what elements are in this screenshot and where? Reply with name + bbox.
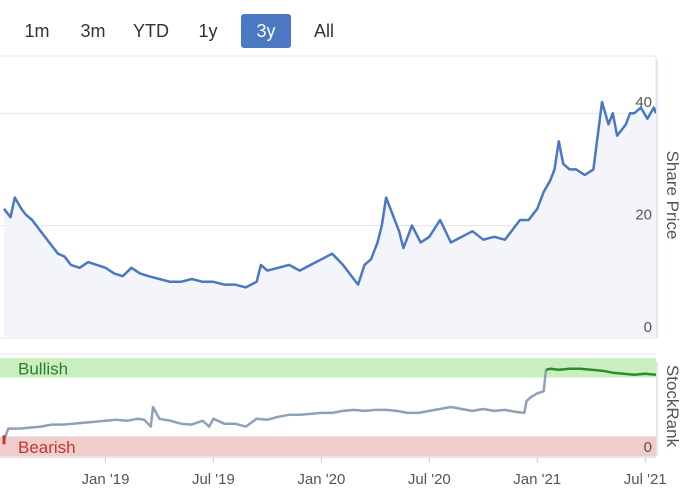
price-tick-label: 40 xyxy=(635,94,652,111)
range-3m-button[interactable]: 3m xyxy=(80,21,106,41)
range-all-button[interactable]: All xyxy=(313,21,334,41)
range-1y-button[interactable]: 1y xyxy=(198,21,218,41)
x-tick-label: Jan '19 xyxy=(82,471,130,488)
bearish-band xyxy=(0,436,656,456)
x-tick-label: Jan '21 xyxy=(513,471,561,488)
x-tick-label: Jul '20 xyxy=(408,471,451,488)
range-1m-button[interactable]: 1m xyxy=(24,21,50,41)
price-series-line xyxy=(3,100,658,289)
price-area xyxy=(4,102,656,338)
range-ytd-button[interactable]: YTD xyxy=(133,21,169,41)
bullish-band xyxy=(0,358,656,378)
stockrank-bullish-line xyxy=(545,367,657,376)
price-tick-label: 0 xyxy=(644,319,652,336)
x-tick-label: Jan '20 xyxy=(297,471,345,488)
price-tick-label: 20 xyxy=(635,207,652,224)
price-axis-title: Share Price xyxy=(663,151,682,240)
bearish-band-label: Bearish xyxy=(18,438,76,457)
x-tick-label: Jul '19 xyxy=(192,471,235,488)
stockrank-series-line xyxy=(2,369,548,441)
bullish-band-label: Bullish xyxy=(18,360,68,379)
range-3y-button[interactable]: 3y xyxy=(241,14,291,48)
range-selector: 1m 3m YTD 1y 3y All xyxy=(0,12,400,50)
stockrank-axis-title: StockRank xyxy=(663,365,682,448)
stockrank-tick-label: 0 xyxy=(644,439,652,456)
x-tick-label: Jul '21 xyxy=(624,471,667,488)
